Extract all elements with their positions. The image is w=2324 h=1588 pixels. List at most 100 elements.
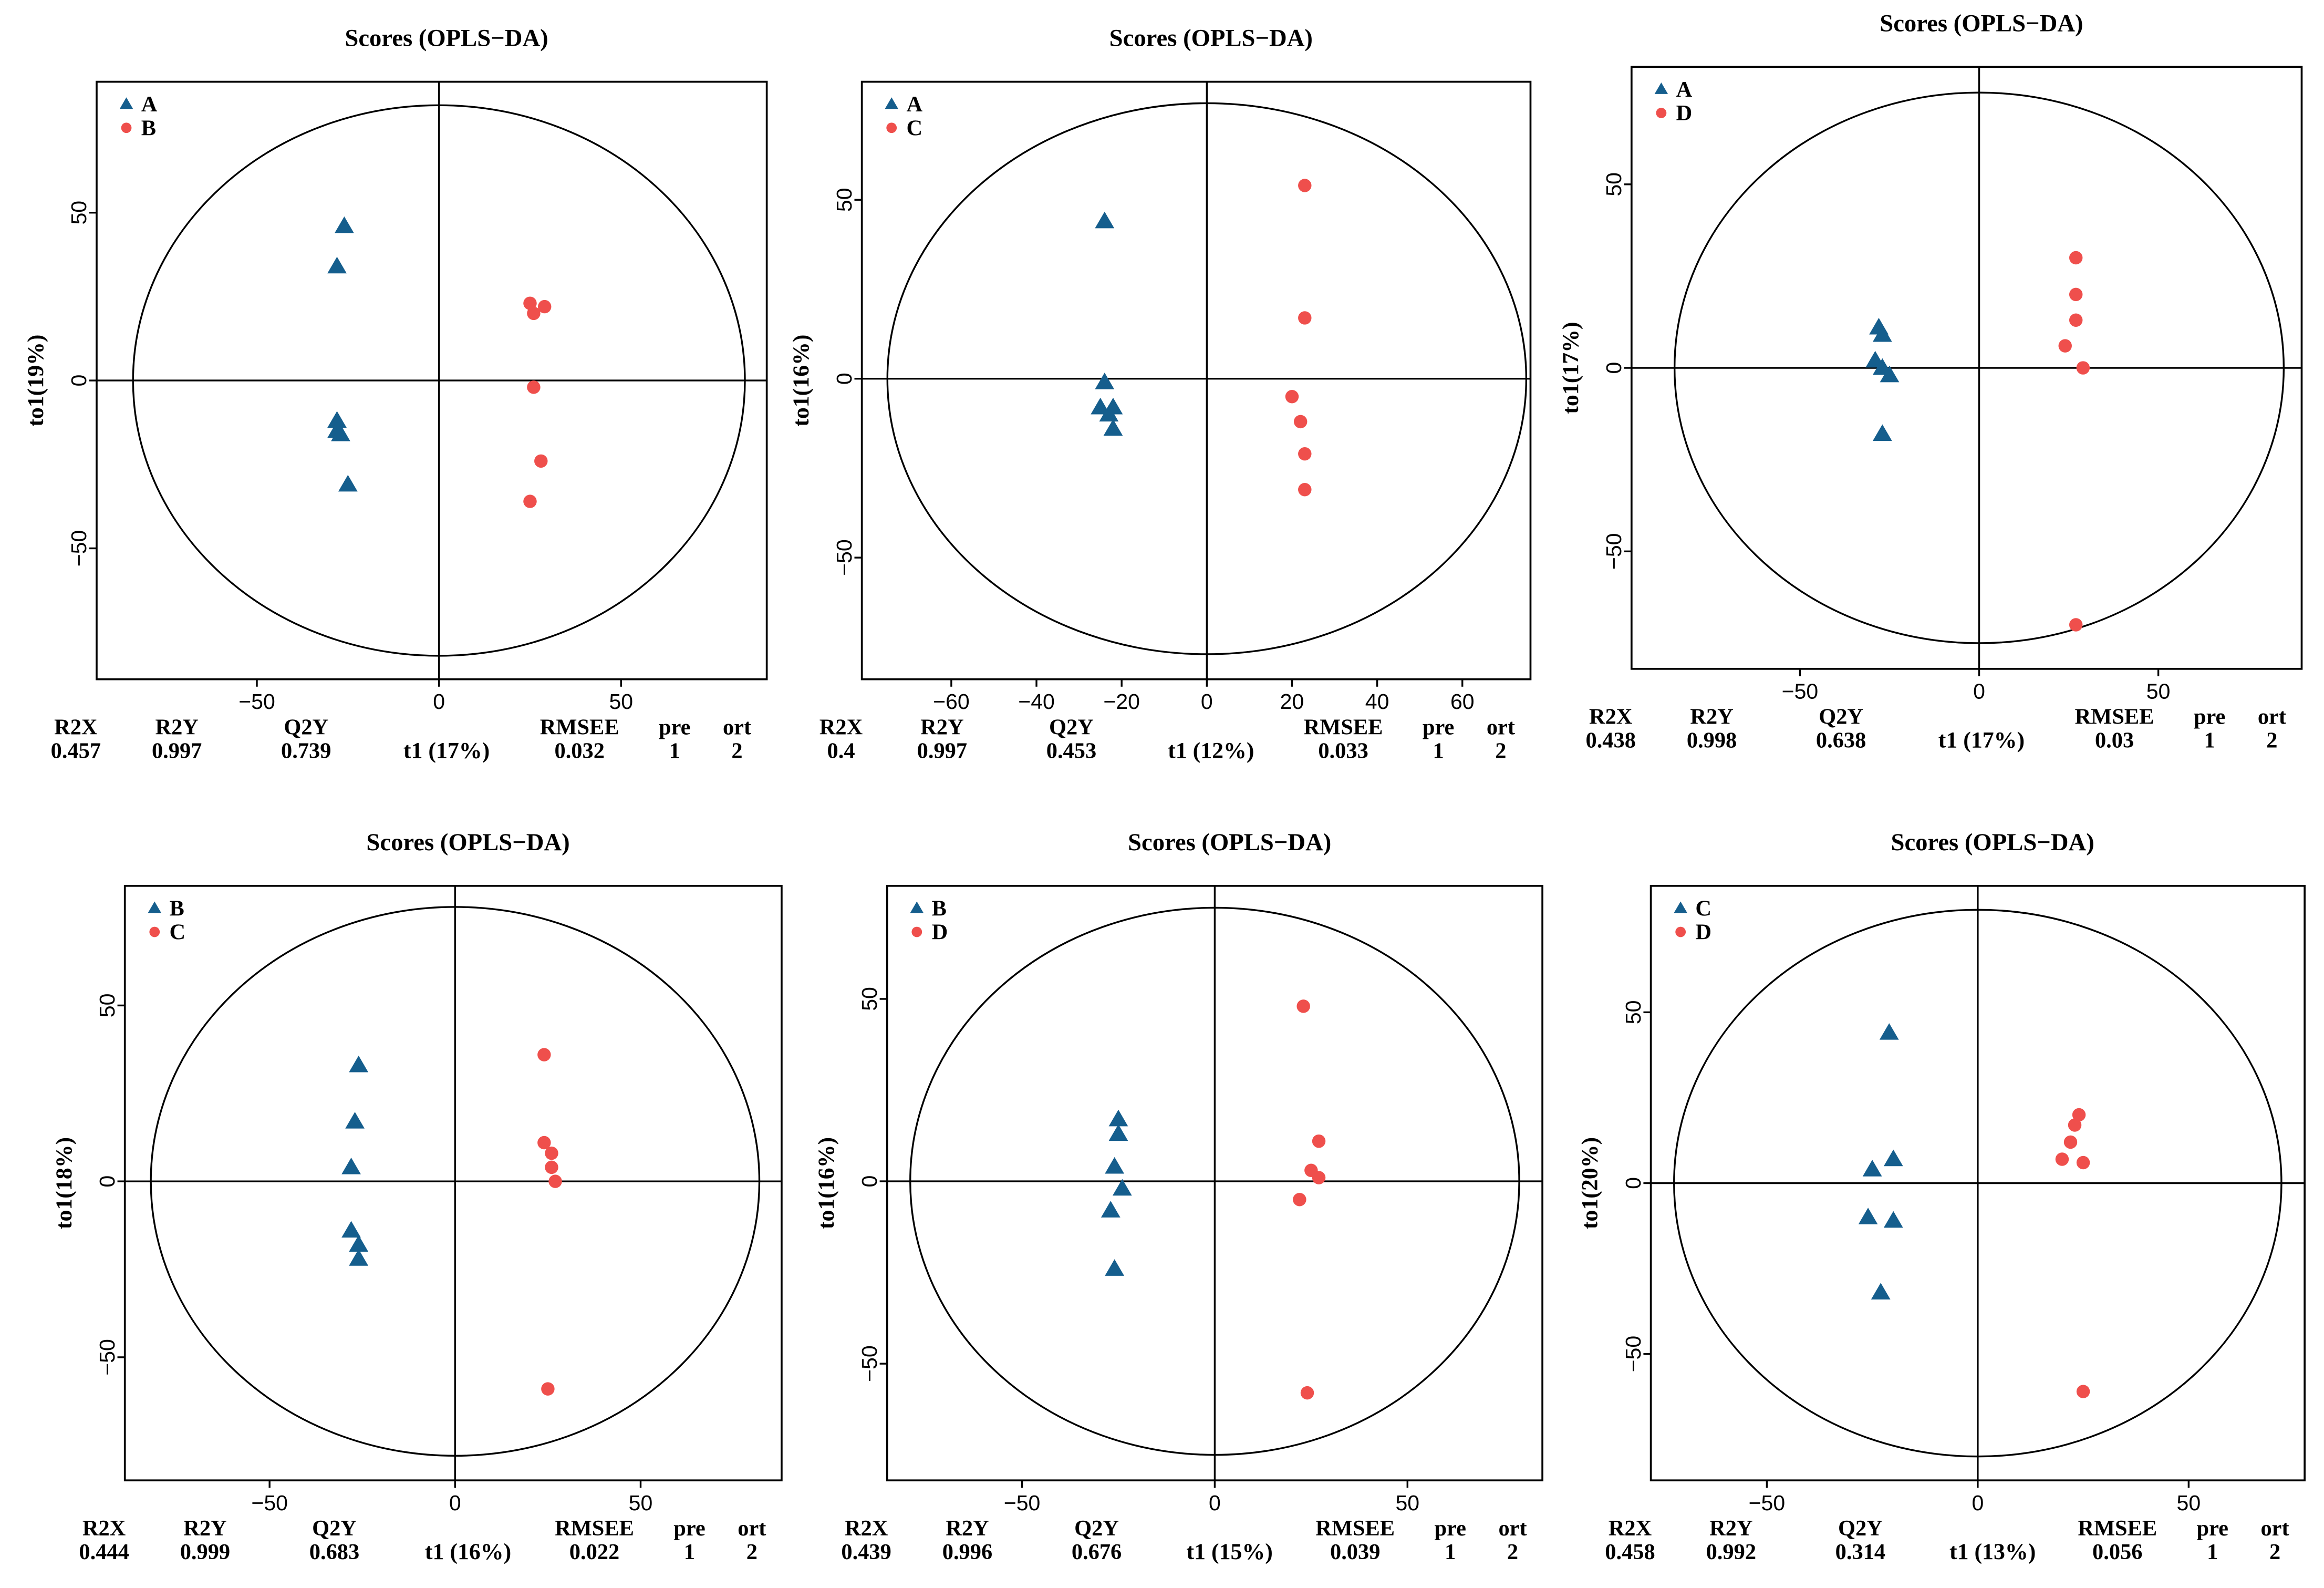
data-point-group-d [2063, 1135, 2078, 1149]
metric-label-q2y: Q2Y [312, 1516, 357, 1541]
metric-value-pre: 1 [684, 1540, 695, 1564]
metric-label-pre: pre [673, 1516, 705, 1541]
legend-item: B [121, 116, 156, 140]
y-tick-label: 0 [832, 373, 856, 385]
y-tick-label: −50 [832, 539, 856, 576]
hotelling-t2-ellipse [886, 102, 1528, 655]
data-point-group-a [331, 424, 350, 441]
circle-marker-icon [1675, 926, 1686, 937]
metric-label-r2x: R2X [845, 1516, 888, 1541]
series-d [1293, 999, 1326, 1400]
data-point-group-c [1298, 483, 1312, 497]
x-tick-label: −20 [1103, 689, 1140, 714]
legend-label: C [1695, 896, 1711, 921]
metric-value-ort: 2 [1507, 1540, 1518, 1564]
y-tick-label: −50 [1621, 1336, 1645, 1373]
legend-item: A [885, 92, 922, 117]
x-tick-label: 20 [1280, 689, 1304, 714]
data-point-group-b [527, 380, 541, 394]
metric-value-rmsee: 0.056 [2092, 1540, 2142, 1564]
metric-label-ort: ort [738, 1516, 766, 1541]
y-tick-label: 0 [857, 1175, 881, 1188]
x-tick-label: 50 [1395, 1491, 1419, 1515]
data-point-group-b [1108, 1124, 1128, 1141]
y-tick-label: −50 [857, 1345, 881, 1382]
metric-label-r2x: R2X [819, 715, 863, 739]
data-point-group-c [1862, 1160, 1882, 1177]
metric-value-r2x: 0.444 [79, 1540, 129, 1564]
data-point-group-c [548, 1174, 562, 1188]
x-tick-label: −50 [251, 1491, 288, 1515]
plot-title: Scores (OPLS−DA) [1109, 25, 1313, 52]
plot-title: Scores (OPLS−DA) [1880, 9, 2083, 37]
data-point-group-a [1095, 211, 1115, 229]
legend-label: C [170, 920, 186, 945]
data-point-group-d [2055, 1152, 2069, 1166]
x-tick-label: 50 [2177, 1491, 2201, 1515]
metric-label-r2x: R2X [82, 1516, 126, 1541]
plot-title: Scores (OPLS−DA) [1128, 829, 1331, 856]
plot-title: Scores (OPLS−DA) [345, 25, 548, 52]
legend-item: C [886, 116, 922, 140]
series-b [341, 1055, 369, 1266]
x-tick-label: 0 [1209, 1491, 1221, 1515]
legend-item: A [1654, 77, 1693, 102]
x-tick-label: 50 [2146, 679, 2171, 703]
series-c [1858, 1023, 1903, 1300]
data-point-group-d [1296, 999, 1310, 1013]
metric-value-q2y: 0.453 [1046, 739, 1096, 764]
circle-marker-icon [121, 122, 132, 133]
data-point-group-b [523, 296, 537, 310]
x-axis-label: t1 (17%) [403, 738, 490, 764]
x-tick-label: 0 [449, 1491, 461, 1515]
data-point-group-c [545, 1146, 558, 1160]
data-point-group-d [2076, 361, 2090, 375]
x-tick-label: −50 [1004, 1491, 1041, 1515]
y-axis-label: to1(20%) [1578, 1137, 1603, 1229]
data-point-group-d [2076, 1156, 2090, 1170]
legend-item: C [149, 920, 185, 945]
metric-label-rmsee: RMSEE [555, 1516, 634, 1541]
data-point-group-c [1871, 1283, 1891, 1300]
plot-frame [123, 884, 783, 1482]
metric-value-rmsee: 0.033 [1318, 739, 1368, 764]
circle-marker-icon [886, 122, 897, 133]
data-point-group-c [1293, 415, 1308, 429]
data-point-group-c [1883, 1211, 1903, 1228]
metric-label-rmsee: RMSEE [1304, 715, 1383, 739]
data-point-group-a [1103, 419, 1123, 436]
hotelling-t2-ellipse [132, 104, 746, 657]
legend-item: D [1656, 101, 1692, 126]
data-point-group-b [345, 1112, 365, 1129]
data-point-group-a [1095, 373, 1115, 389]
series-a [327, 216, 358, 492]
data-point-group-c [1298, 179, 1312, 192]
metric-label-rmsee: RMSEE [1315, 1516, 1395, 1541]
metric-value-pre: 1 [669, 739, 680, 764]
series-d [2055, 1108, 2090, 1398]
data-point-group-b [527, 306, 541, 321]
metric-label-r2y: R2Y [1690, 704, 1733, 729]
metric-label-ort: ort [1498, 1516, 1527, 1541]
metric-label-ort: ort [2260, 1516, 2289, 1541]
data-point-group-a [335, 216, 354, 233]
data-point-group-d [2068, 1118, 2082, 1132]
data-point-group-d [1293, 1193, 1306, 1207]
metric-label-q2y: Q2Y [1049, 715, 1094, 739]
metric-value-r2x: 0.439 [841, 1540, 891, 1564]
metric-value-r2y: 0.997 [917, 739, 967, 764]
x-tick-label: 60 [1450, 689, 1475, 714]
x-axis-label: t1 (17%) [1938, 728, 2025, 753]
legend-label: A [906, 92, 922, 117]
legend-label: B [932, 896, 947, 921]
y-tick-label: 0 [95, 1175, 119, 1188]
data-point-group-b [537, 300, 552, 314]
metric-value-q2y: 0.683 [309, 1540, 359, 1564]
data-point-group-d [2069, 313, 2083, 327]
data-point-group-a [1880, 365, 1900, 383]
y-tick-label: 0 [1621, 1177, 1645, 1189]
data-point-group-b [349, 1055, 369, 1073]
